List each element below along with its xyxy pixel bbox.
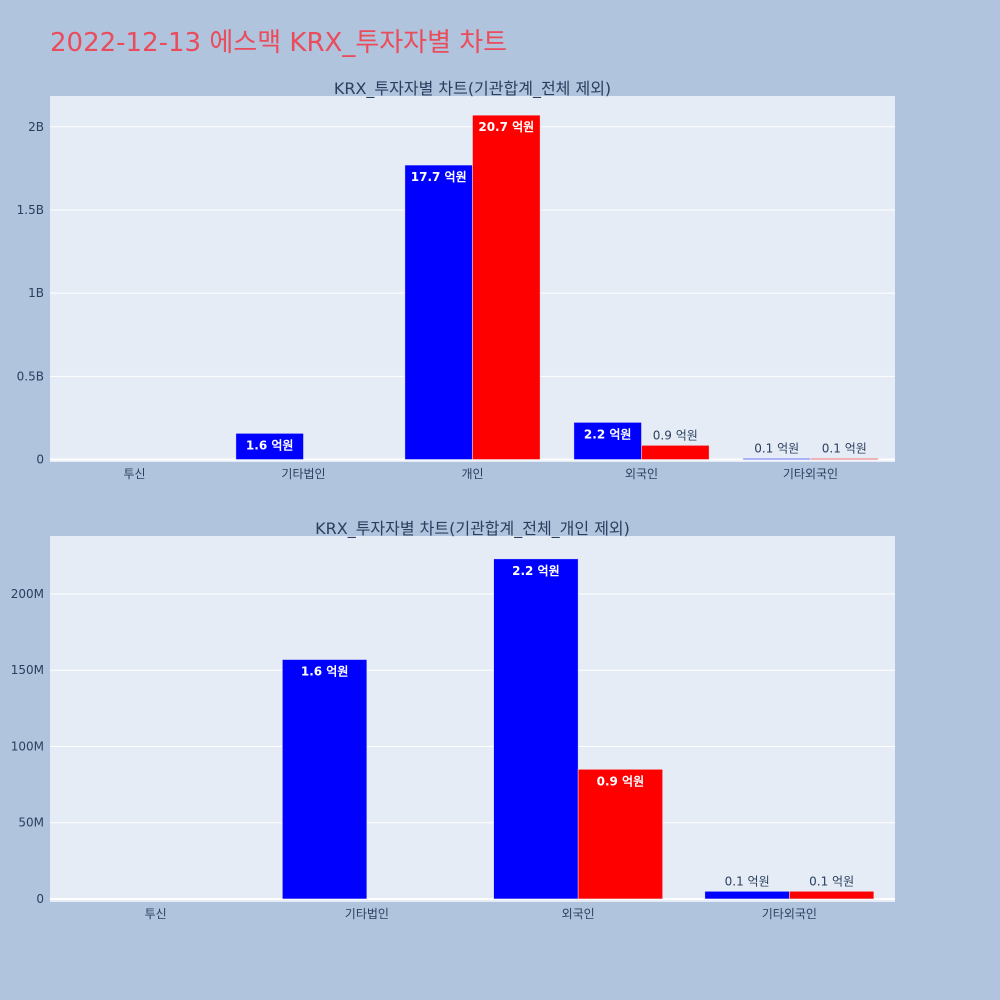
- bar: [789, 891, 875, 900]
- data-label: 2.2 억원: [584, 427, 632, 441]
- page-title: 2022-12-13 에스맥 KRX_투자자별 차트: [50, 28, 508, 58]
- bar: [235, 433, 304, 460]
- bar: [493, 558, 579, 900]
- x-tick-label: 외국인: [562, 907, 595, 921]
- data-label: 20.7 억원: [478, 120, 534, 134]
- y-tick-label: 100M: [11, 739, 44, 753]
- bar: [472, 114, 541, 460]
- y-tick-label: 1B: [28, 286, 44, 300]
- y-tick-label: 150M: [11, 663, 44, 677]
- chart-title: KRX_투자자별 차트(기관합계_전체 제외): [334, 79, 611, 99]
- bar: [404, 164, 473, 460]
- bar: [641, 445, 710, 460]
- chart-title: KRX_투자자별 차트(기관합계_전체_개인 제외): [315, 519, 630, 539]
- data-label: 0.1 억원: [725, 874, 770, 888]
- data-label: 1.6 억원: [246, 438, 294, 452]
- bar: [577, 769, 663, 900]
- x-tick-label: 기타법인: [345, 907, 389, 921]
- data-label: 2.2 억원: [512, 564, 560, 578]
- y-tick-label: 0: [36, 453, 44, 467]
- x-tick-label: 기타외국인: [783, 467, 838, 481]
- data-label: 17.7 억원: [411, 170, 467, 184]
- x-tick-label: 투신: [145, 907, 167, 921]
- bar: [704, 891, 790, 900]
- data-label: 0.9 억원: [597, 774, 645, 788]
- y-tick-label: 0.5B: [17, 369, 44, 383]
- y-tick-label: 50M: [18, 816, 44, 830]
- x-tick-label: 투신: [123, 467, 145, 481]
- y-tick-label: 1.5B: [17, 203, 44, 217]
- chart-investor-all: 0 0.5B 1B 1.5B 2B KRX_투자자별 차트(기관합계_전체 제외) 투신 1.…: [17, 79, 895, 481]
- plot-area: [50, 536, 895, 902]
- data-label: 0.1 억원: [754, 442, 799, 456]
- x-tick-label: 외국인: [625, 467, 658, 481]
- x-tick-label: 기타법인: [281, 467, 325, 481]
- y-tick-label: 0: [36, 892, 44, 906]
- bar: [282, 659, 368, 900]
- data-label: 0.1 억원: [809, 874, 854, 888]
- data-label: 0.1 억원: [822, 442, 867, 456]
- chart-investor-excl-individual: 0 50M 100M 150M 200M KRX_투자자별 차트(기관합계_전체_개인 제…: [11, 519, 895, 921]
- data-label: 0.9 억원: [653, 428, 698, 442]
- x-tick-label: 기타외국인: [762, 907, 817, 921]
- bar: [573, 422, 642, 460]
- data-label: 1.6 억원: [301, 665, 349, 679]
- x-tick-label: 개인: [461, 467, 483, 481]
- bar: [810, 458, 879, 460]
- y-tick-label: 200M: [11, 587, 44, 601]
- y-tick-label: 2B: [28, 120, 44, 134]
